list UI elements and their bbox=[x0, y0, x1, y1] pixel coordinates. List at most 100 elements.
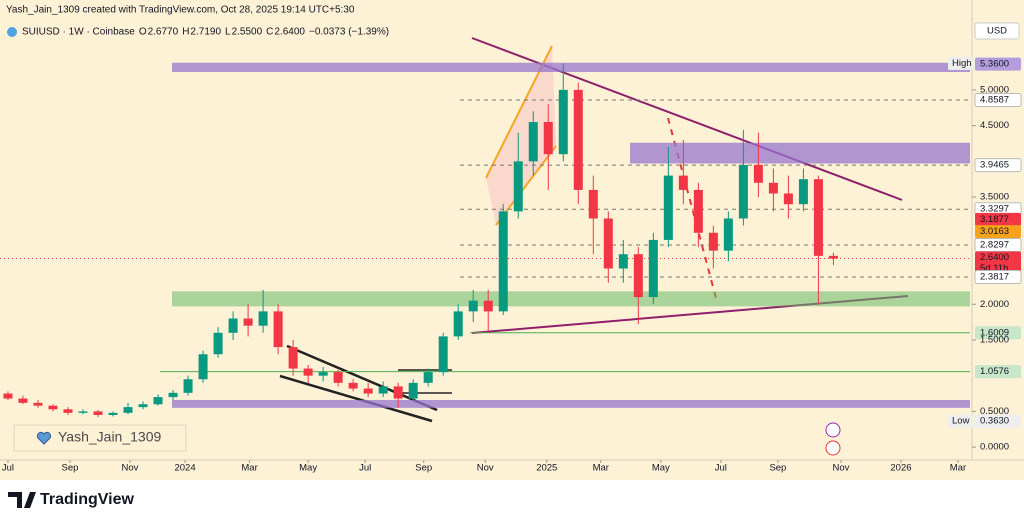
candle-body bbox=[423, 372, 433, 383]
x-tick-label: Nov bbox=[122, 463, 139, 474]
price-badge bbox=[974, 269, 1022, 284]
price-badge-label: 0.3630 bbox=[980, 416, 1009, 427]
x-tick-label: Mar bbox=[241, 463, 257, 474]
candle-body bbox=[558, 89, 568, 155]
x-tick-label: Sep bbox=[61, 463, 78, 474]
candle-body bbox=[333, 372, 343, 383]
y-tick-label: 5.0000 bbox=[980, 84, 1009, 95]
channel-fill bbox=[486, 46, 556, 225]
candle-body bbox=[828, 255, 838, 259]
x-tick-label: Nov bbox=[832, 463, 849, 474]
candle-body bbox=[678, 175, 688, 190]
change: −0.0373 (−1.39%) bbox=[309, 27, 389, 38]
channel-line bbox=[286, 344, 438, 412]
x-tick-label: 2024 bbox=[174, 463, 195, 474]
candle-body bbox=[768, 182, 778, 194]
candle-body bbox=[573, 89, 583, 190]
candle-body bbox=[408, 382, 418, 399]
price-badge bbox=[974, 237, 1022, 252]
price-badge bbox=[975, 57, 1021, 71]
y-tick-label: 4.5000 bbox=[980, 120, 1009, 131]
candle-body bbox=[693, 189, 703, 233]
candle-body bbox=[3, 393, 13, 399]
ohlc-key: L bbox=[225, 27, 231, 38]
zone bbox=[172, 399, 970, 408]
price-badge bbox=[975, 251, 1021, 276]
ohlc-value: 2.7190 bbox=[190, 27, 221, 38]
candle-body bbox=[348, 382, 358, 389]
candle-body bbox=[318, 372, 328, 376]
price-badge-label: 3.0163 bbox=[980, 226, 1009, 237]
zone bbox=[172, 291, 970, 307]
candle-body bbox=[363, 388, 373, 394]
candle-body bbox=[618, 254, 628, 269]
candle-body bbox=[273, 311, 283, 348]
badge-tag: Low bbox=[952, 416, 970, 427]
candle-body bbox=[33, 402, 43, 406]
badge-tag: High bbox=[952, 58, 972, 69]
candle-body bbox=[138, 404, 148, 408]
y-tick-label: 3.5000 bbox=[980, 192, 1009, 203]
price-badge bbox=[975, 414, 1021, 428]
candle-body bbox=[228, 318, 238, 333]
x-tick-label: Nov bbox=[477, 463, 494, 474]
price-badge-label: 2.3817 bbox=[980, 271, 1009, 282]
candle-body bbox=[648, 239, 658, 298]
x-tick-label: May bbox=[299, 463, 317, 474]
candle-body bbox=[93, 411, 103, 415]
price-badge-label: 3.9465 bbox=[980, 160, 1009, 171]
candle-body bbox=[663, 175, 673, 240]
candle-body bbox=[213, 332, 223, 355]
heart-icon bbox=[36, 431, 52, 445]
ohlc-key: H bbox=[182, 27, 189, 38]
x-tick-label: 2026 bbox=[890, 463, 911, 474]
y-tick-label: 0.0000 bbox=[980, 442, 1009, 453]
price-badge-label: 2.8297 bbox=[980, 239, 1009, 250]
price-badge bbox=[975, 365, 1021, 379]
x-tick-label: Sep bbox=[769, 463, 786, 474]
ohlc-value: 2.6770 bbox=[148, 27, 179, 38]
currency: USD bbox=[987, 26, 1007, 37]
candle-body bbox=[243, 318, 253, 326]
candle-body bbox=[63, 409, 73, 413]
candle-body bbox=[303, 368, 313, 376]
candle-body bbox=[528, 122, 538, 162]
price-badge-label: 1.0576 bbox=[980, 366, 1009, 377]
credit: Yash_Jain_1309 created with TradingView.… bbox=[6, 5, 355, 16]
symbol-icon bbox=[7, 27, 17, 37]
x-tick-label: Jul bbox=[2, 463, 14, 474]
candle-body bbox=[513, 161, 523, 212]
candle-body bbox=[198, 354, 208, 380]
candle-body bbox=[468, 300, 478, 312]
candle-body bbox=[783, 193, 793, 205]
x-tick-label: Mar bbox=[593, 463, 609, 474]
price-badge-label: 1.6009 bbox=[980, 327, 1009, 338]
badge-tag-box bbox=[948, 56, 974, 70]
candle-body bbox=[723, 218, 733, 251]
x-tick-label: 2025 bbox=[536, 463, 557, 474]
candle-body bbox=[78, 411, 88, 413]
levels: 5.3700High5.36004.85873.94653.32973.1877… bbox=[0, 56, 1022, 428]
price-badge-label: 2.6400 bbox=[980, 252, 1009, 263]
candle-body bbox=[18, 398, 28, 403]
event-icon bbox=[825, 422, 841, 438]
zone bbox=[172, 62, 970, 73]
y-tick-label: 0.5000 bbox=[980, 406, 1009, 417]
candle-body bbox=[168, 392, 178, 398]
candle-body bbox=[603, 218, 613, 269]
x-tick-label: Sep bbox=[415, 463, 432, 474]
x-tick-label: May bbox=[652, 463, 670, 474]
candle-body bbox=[288, 347, 298, 369]
ohlc-key: O bbox=[139, 27, 147, 38]
candle-body bbox=[738, 164, 748, 219]
price-badge-label: 4.8587 bbox=[980, 94, 1009, 105]
candle-body bbox=[543, 122, 553, 155]
price-badge bbox=[975, 326, 1021, 340]
price-badge-label: 5.3600 bbox=[980, 59, 1009, 70]
y-tick-label: 2.0000 bbox=[980, 299, 1009, 310]
x-tick-label: Mar bbox=[950, 463, 966, 474]
candle-body bbox=[378, 386, 388, 394]
brand-logo bbox=[8, 492, 36, 508]
candle-body bbox=[48, 405, 58, 410]
